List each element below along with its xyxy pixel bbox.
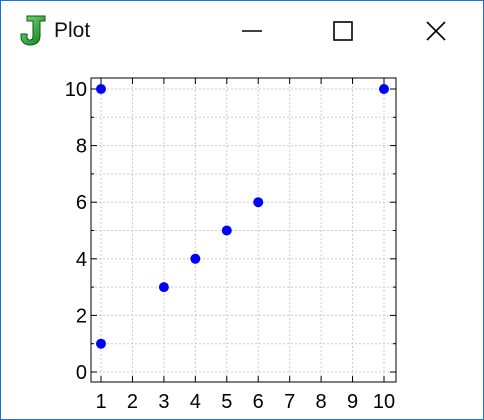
data-point	[96, 84, 106, 94]
close-button[interactable]	[412, 11, 460, 51]
java-j-icon	[20, 15, 46, 46]
close-icon	[426, 21, 446, 41]
x-tick-label: 10	[373, 391, 395, 413]
window-title: Plot	[54, 19, 91, 42]
y-tick-label: 8	[76, 136, 87, 158]
data-point	[190, 253, 201, 264]
x-tick-label: 1	[95, 391, 106, 413]
y-tick-label: 4	[76, 249, 87, 271]
data-point	[379, 84, 389, 94]
minimize-icon	[242, 30, 262, 32]
x-tick-label: 6	[253, 391, 264, 413]
data-point	[96, 338, 106, 349]
y-tick-label: 0	[76, 362, 87, 384]
title-bar[interactable]: Plot	[1, 1, 483, 61]
data-point	[221, 225, 232, 236]
maximize-icon	[333, 21, 353, 41]
x-tick-label: 9	[347, 391, 358, 413]
data-point	[253, 197, 264, 208]
y-tick-label: 2	[76, 305, 87, 327]
x-tick-label: 2	[127, 391, 138, 413]
plot-area: 1 2 3 4 5 6 7 8 9 10 0 2 4 6 8 10	[1, 61, 483, 419]
x-tick-label: 3	[158, 391, 169, 413]
y-tick-label: 10	[65, 79, 87, 101]
x-tick-label: 5	[221, 391, 232, 413]
x-tick-label: 4	[190, 391, 201, 413]
y-tick-label: 6	[76, 192, 87, 214]
maximize-button[interactable]	[319, 11, 367, 51]
data-point	[158, 282, 169, 293]
minimize-button[interactable]	[228, 11, 276, 51]
x-tick-label: 8	[316, 391, 327, 413]
x-tick-label: 7	[284, 391, 295, 413]
